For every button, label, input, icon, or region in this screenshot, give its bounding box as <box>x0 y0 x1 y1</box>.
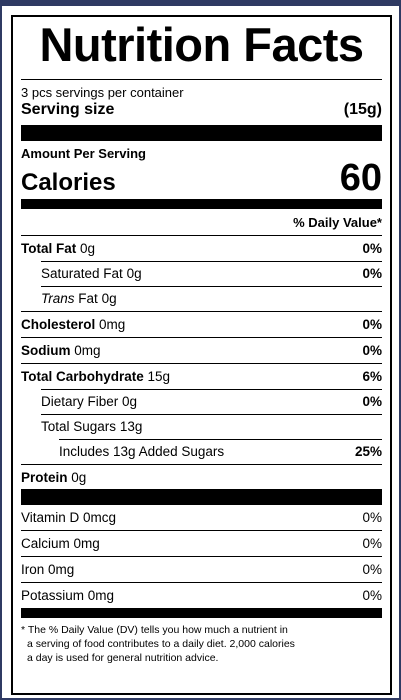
nutrient-row-dietary-fiber: Dietary Fiber 0g 0% <box>21 389 382 414</box>
servings-per-container: 3 pcs servings per container <box>21 85 184 100</box>
nutrient-amount: 0g <box>80 241 96 256</box>
nutrient-dv: 0% <box>362 343 382 358</box>
nutrient-label: Total Sugars <box>41 419 117 434</box>
nutrient-label: Cholesterol <box>21 317 96 332</box>
vitamin-row: Calcium 0mg 0% <box>21 530 382 556</box>
nutrient-label: Protein <box>21 469 68 485</box>
divider <box>21 79 382 80</box>
label-title: Nutrition Facts <box>39 18 364 71</box>
nutrient-row-trans-fat: Trans Fat 0g <box>21 286 382 311</box>
calories-label: Calories <box>21 169 116 196</box>
nutrition-label: Nutrition Facts 3 pcs servings per conta… <box>11 15 392 695</box>
nutrient-dv: 0% <box>362 266 382 281</box>
label-frame: Nutrition Facts 3 pcs servings per conta… <box>0 4 401 700</box>
calories-value: 60 <box>339 157 382 199</box>
nutrient-label: Sodium <box>21 343 71 358</box>
serving-size-value: (15g) <box>343 101 382 118</box>
nutrient-label: Dietary Fiber <box>41 394 119 409</box>
nutrient-dv: 0% <box>362 394 382 409</box>
nutrient-amount: 0g <box>71 469 87 485</box>
bold-divider <box>21 608 382 618</box>
vitamin-label: Calcium 0mg <box>21 536 100 551</box>
nutrient-amount: 0g <box>101 291 117 306</box>
thick-divider <box>21 489 382 505</box>
nutrient-row-total-fat: Total Fat 0g 0% <box>21 235 382 261</box>
nutrient-dv: 25% <box>354 444 382 459</box>
nutrient-row-saturated-fat: Saturated Fat 0g 0% <box>21 261 382 286</box>
nutrient-dv: 0% <box>362 241 382 256</box>
vitamin-row: Potassium 0mg 0% <box>21 582 382 608</box>
calories-row: Calories 60 <box>21 157 382 199</box>
nutrient-amount: 0g <box>126 266 142 281</box>
nutrient-label: Total Carbohydrate <box>21 369 144 384</box>
footnote-line: a day is used for general nutrition advi… <box>27 652 219 664</box>
daily-value-header: % Daily Value* <box>293 215 382 230</box>
serving-size-row: Serving size (15g) <box>21 100 382 125</box>
vitamin-label: Potassium 0mg <box>21 588 115 603</box>
nutrient-amount: 0mg <box>74 343 101 358</box>
nutrient-row-protein: Protein 0g <box>21 464 382 489</box>
top-frame-bar <box>0 0 401 4</box>
nutrient-row-sodium: Sodium 0mg 0% <box>21 337 382 363</box>
vitamin-row: Vitamin D 0mcg 0% <box>21 505 382 530</box>
nutrient-row-total-sugars: Total Sugars 13g <box>21 414 382 439</box>
nutrient-dv: 0% <box>362 317 382 332</box>
nutrient-label-italic: Trans <box>41 291 75 306</box>
nutrient-dv: 6% <box>362 369 382 384</box>
nutrient-label: Total Fat <box>21 241 77 256</box>
nutrient-label: Saturated Fat <box>41 266 123 281</box>
nutrient-amount: 13g <box>119 419 143 434</box>
footnote-line: * The % Daily Value (DV) tells you how m… <box>21 624 288 636</box>
vitamin-label: Vitamin D 0mcg <box>21 510 117 525</box>
nutrient-row-cholesterol: Cholesterol 0mg 0% <box>21 311 382 337</box>
nutrient-row-total-carbohydrate: Total Carbohydrate 15g 6% <box>21 363 382 389</box>
vitamins-section: Vitamin D 0mcg 0% Calcium 0mg 0% Iron 0m… <box>21 505 382 608</box>
vitamin-dv: 0% <box>362 536 382 551</box>
thick-divider <box>21 125 382 141</box>
nutrient-row-added-sugars: Includes 13g Added Sugars 25% <box>21 439 382 464</box>
amount-per-serving: Amount Per Serving <box>21 146 146 161</box>
vitamin-dv: 0% <box>362 562 382 577</box>
footnote-line: a serving of food contributes to a daily… <box>27 638 295 650</box>
serving-size-label: Serving size <box>21 101 115 118</box>
nutrient-amount: 0mg <box>99 317 126 332</box>
nutrient-label: Fat <box>78 291 98 306</box>
bold-divider <box>21 199 382 209</box>
nutrient-label: Includes 13g Added Sugars <box>59 444 225 459</box>
vitamin-dv: 0% <box>362 588 382 603</box>
vitamin-label: Iron 0mg <box>21 562 75 577</box>
nutrient-amount: 15g <box>147 369 171 384</box>
vitamin-dv: 0% <box>362 510 382 525</box>
vitamin-row: Iron 0mg 0% <box>21 556 382 582</box>
nutrient-amount: 0g <box>122 394 138 409</box>
footnote: * The % Daily Value (DV) tells you how m… <box>21 618 382 665</box>
